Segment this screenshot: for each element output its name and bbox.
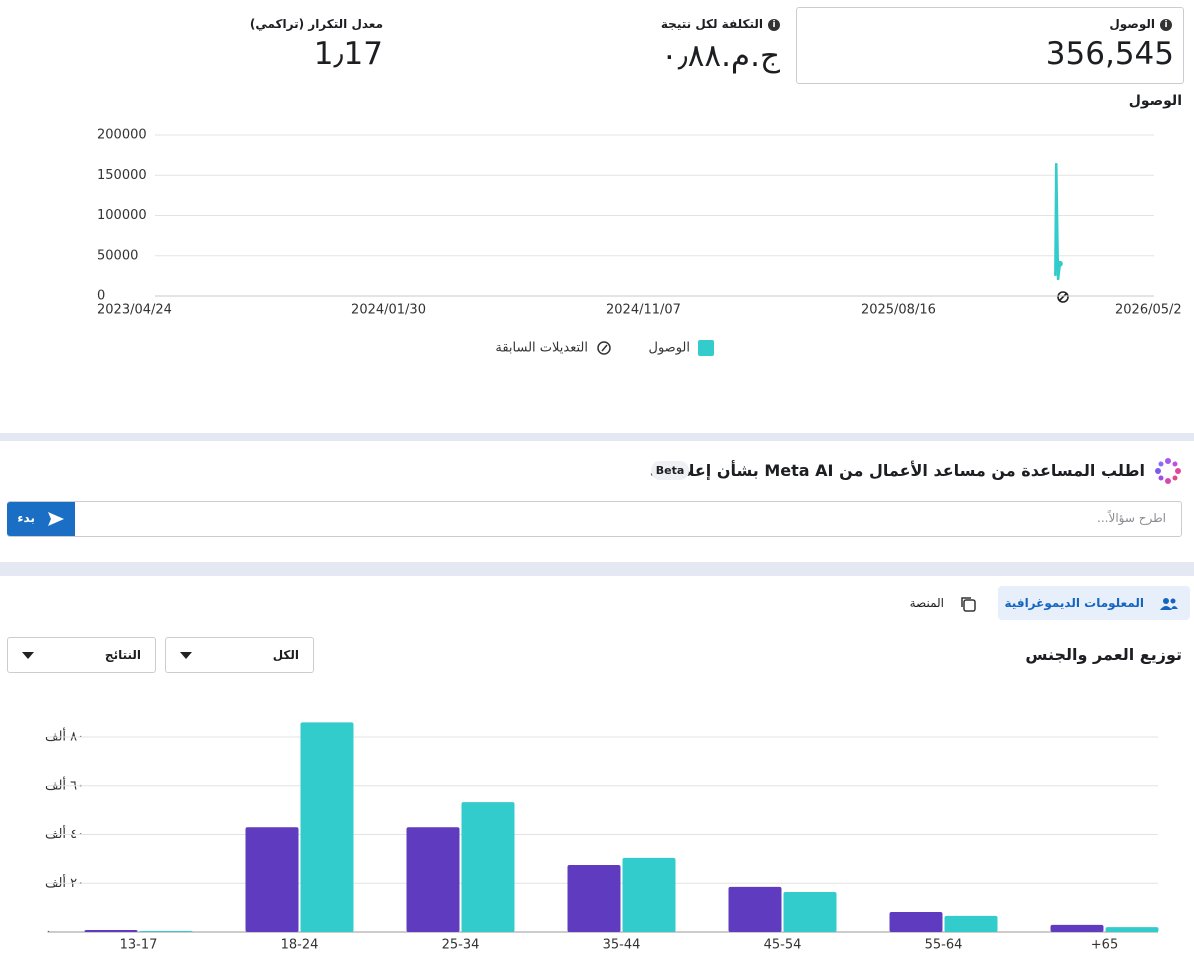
- x-tick-label: 2026/05/2: [1115, 303, 1182, 318]
- bar: [728, 886, 782, 932]
- y-tick-label: ٦٠ ألف: [45, 776, 84, 793]
- x-tick-label: 45-54: [764, 938, 802, 953]
- dropdown-all[interactable]: الكل: [165, 637, 314, 673]
- bar: [567, 864, 621, 932]
- bar: [889, 912, 943, 932]
- metric-label: i الوصول: [1109, 17, 1172, 31]
- x-tick-label: 55-64: [925, 938, 963, 953]
- sparkle-icon: [1155, 458, 1181, 484]
- bar: [944, 915, 998, 932]
- x-tick-label: 13-17: [120, 938, 158, 953]
- metric-value: 356,545: [1045, 36, 1174, 72]
- dropdown-label: النتائج: [104, 648, 141, 662]
- x-tick-label: 18-24: [281, 938, 319, 953]
- copy-icon: [961, 597, 976, 612]
- y-tick-label: ٤٠ ألف: [45, 825, 84, 842]
- x-tick-label: 2024/11/07: [606, 303, 681, 318]
- metric-card: [796, 7, 1184, 84]
- separator: [0, 433, 1194, 441]
- x-tick-label: 35-44: [603, 938, 641, 953]
- y-tick-label: 200000: [97, 128, 147, 143]
- y-tick-label: ٨٠ ألف: [45, 728, 84, 745]
- section-title: توزيع العمر والجنس: [1025, 645, 1182, 664]
- tab-label: المعلومات الديموغرافية: [1004, 596, 1144, 610]
- x-tick-label: 2024/01/30: [351, 303, 426, 318]
- tab-platform[interactable]: المنصة: [895, 586, 985, 620]
- legend-swatch: [698, 340, 714, 356]
- send-icon: [48, 512, 64, 526]
- button-label: بدء: [17, 511, 35, 525]
- legend-label: التعديلات السابقة: [495, 341, 588, 356]
- bar: [245, 827, 299, 932]
- tab-label: المنصة: [909, 596, 944, 610]
- bar: [622, 857, 676, 932]
- y-tick-label: 100000: [97, 208, 147, 223]
- caret: [22, 652, 34, 659]
- info-icon: i: [768, 18, 780, 31]
- assistant-title: اطلب المساعدة من مساعد الأعمال من Meta A…: [649, 461, 1145, 480]
- metric-value: ج.م.٠٫٨٨: [661, 38, 780, 74]
- line-chart: الوصول التعديلات السابقة 0 50000 100000 150…: [97, 128, 1182, 356]
- beta-badge: Beta: [651, 461, 689, 480]
- dropdown-results[interactable]: النتائج: [7, 637, 156, 673]
- y-tick-label: 150000: [97, 168, 147, 183]
- input-placeholder: اطرح سؤالاً...: [1097, 511, 1166, 525]
- bar: [300, 722, 354, 932]
- x-tick-label: 2023/04/24: [97, 303, 172, 318]
- bar: [1105, 927, 1159, 932]
- x-tick-label: +65: [1091, 938, 1118, 953]
- y-tick-label: 0: [97, 289, 105, 304]
- question-input[interactable]: [7, 501, 1182, 537]
- bar: [783, 892, 837, 932]
- metric-label: i التكلفة لكل نتيجة: [661, 17, 780, 31]
- dropdown-label: الكل: [272, 648, 299, 662]
- legend-label: الوصول: [649, 341, 691, 356]
- start-button[interactable]: بدء: [7, 502, 75, 536]
- x-tick-label: 2025/08/16: [861, 303, 936, 318]
- people-icon: [1160, 598, 1178, 610]
- metric-value: 1٫17: [313, 36, 383, 72]
- line: [1054, 163, 1062, 281]
- bar: [461, 802, 515, 932]
- separator: [0, 562, 1194, 576]
- bar: [84, 930, 138, 932]
- metric-label-text: الوصول: [1109, 17, 1155, 31]
- point: [1056, 260, 1063, 267]
- legend-icon: [597, 341, 611, 355]
- bar: [1050, 924, 1104, 932]
- chart-title: الوصول: [1128, 93, 1182, 109]
- caret: [180, 652, 192, 659]
- info-icon: i: [1160, 18, 1172, 31]
- metric-label-text: التكلفة لكل نتيجة: [660, 17, 763, 31]
- bar: [406, 827, 460, 932]
- bar: [139, 931, 193, 932]
- x-tick-label: 25-34: [442, 938, 480, 953]
- y-tick-label: 50000: [97, 248, 138, 263]
- edit-marker: [1057, 291, 1069, 303]
- metric-label: معدل التكرار (تراكمي): [249, 17, 383, 31]
- y-tick-label: ٢٠ ألف: [45, 874, 84, 891]
- tab-demographics[interactable]: المعلومات الديموغرافية: [998, 586, 1190, 620]
